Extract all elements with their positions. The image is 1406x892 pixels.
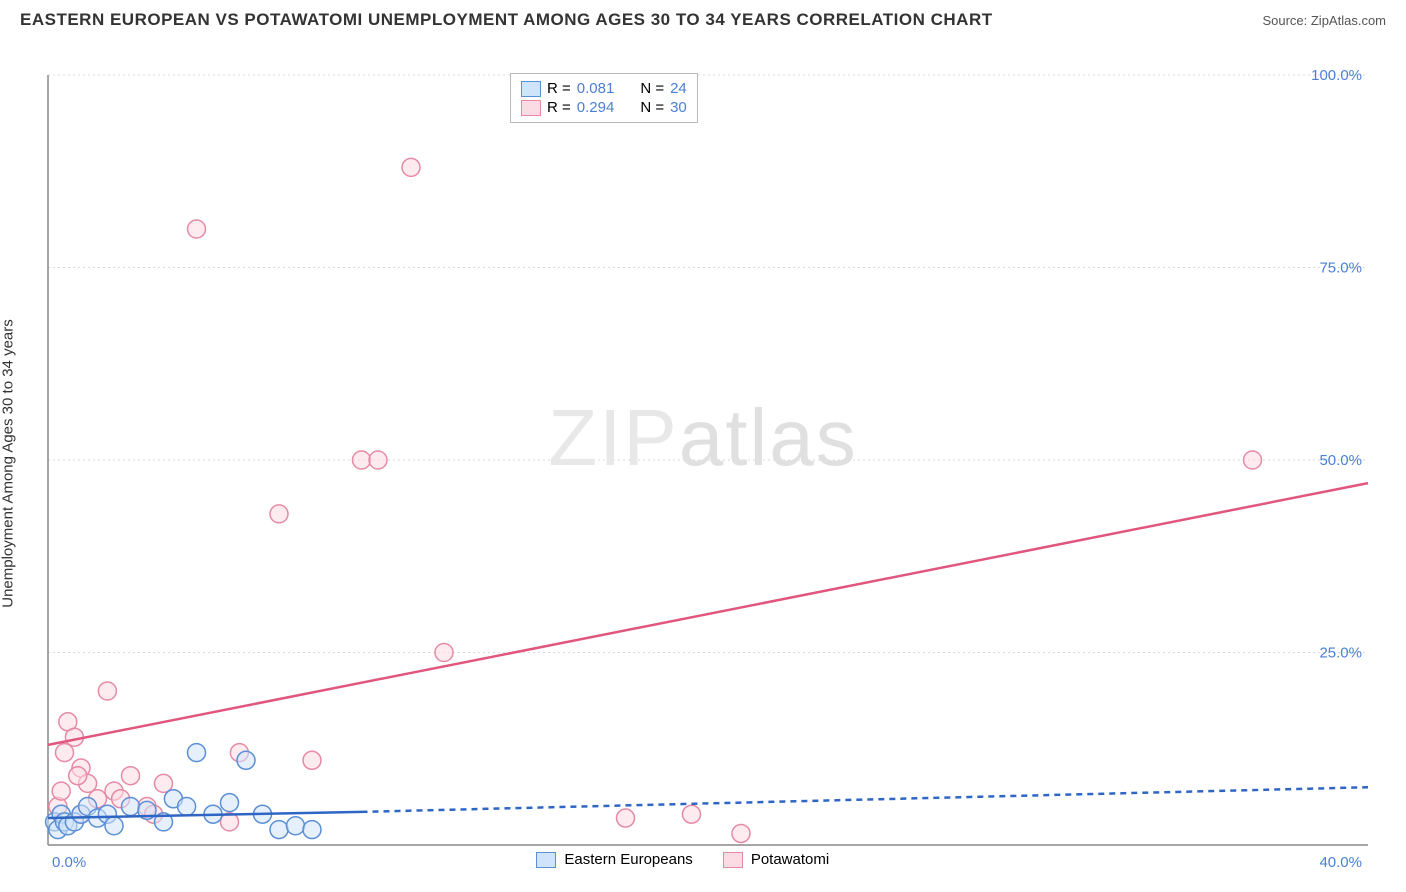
data-point <box>402 158 420 176</box>
data-point <box>287 817 305 835</box>
legend-n-label: N = <box>640 80 664 97</box>
source-label: Source: ZipAtlas.com <box>1262 13 1386 28</box>
data-point <box>435 644 453 662</box>
data-point <box>188 744 206 762</box>
data-point <box>52 782 70 800</box>
svg-text:50.0%: 50.0% <box>1319 452 1362 469</box>
legend-n-label: N = <box>640 99 664 116</box>
data-point <box>178 798 196 816</box>
legend-r-value: 0.081 <box>577 80 615 97</box>
data-point <box>732 824 750 842</box>
data-point <box>617 809 635 827</box>
svg-text:40.0%: 40.0% <box>1319 854 1362 871</box>
legend-n-value: 24 <box>670 80 687 97</box>
svg-text:75.0%: 75.0% <box>1319 260 1362 277</box>
scatter-plot: 25.0% 50.0% 75.0% 100.0% 0.0% 40.0% <box>0 30 1406 880</box>
legend-swatch <box>723 852 743 868</box>
data-point <box>122 767 140 785</box>
data-point <box>56 744 74 762</box>
data-point <box>69 767 87 785</box>
data-point <box>221 794 239 812</box>
chart-title: EASTERN EUROPEAN VS POTAWATOMI UNEMPLOYM… <box>20 10 993 30</box>
legend-series-label: Eastern Europeans <box>564 851 692 868</box>
legend-swatch <box>536 852 556 868</box>
legend-n-value: 30 <box>670 99 687 116</box>
legend-r-value: 0.294 <box>577 99 615 116</box>
data-point <box>683 805 701 823</box>
legend-r-label: R = <box>547 80 571 97</box>
data-point <box>303 751 321 769</box>
legend-series: Eastern Europeans Potawatomi <box>536 851 829 868</box>
data-point <box>303 821 321 839</box>
legend-correlation: R = 0.081 N = 24 R = 0.294 N = 30 <box>510 73 698 123</box>
data-point <box>369 451 387 469</box>
legend-swatch <box>521 100 541 116</box>
data-point <box>188 220 206 238</box>
data-point <box>270 821 288 839</box>
data-point <box>122 798 140 816</box>
svg-text:25.0%: 25.0% <box>1319 645 1362 662</box>
svg-text:0.0%: 0.0% <box>52 854 86 871</box>
y-axis-label: Unemployment Among Ages 30 to 34 years <box>0 319 17 608</box>
data-point <box>1244 451 1262 469</box>
data-point <box>98 682 116 700</box>
legend-series-label: Potawatomi <box>751 851 829 868</box>
data-point <box>155 774 173 792</box>
data-point <box>270 505 288 523</box>
legend-r-label: R = <box>547 99 571 116</box>
data-point <box>237 751 255 769</box>
svg-text:100.0%: 100.0% <box>1311 67 1362 84</box>
data-point <box>105 817 123 835</box>
legend-swatch <box>521 81 541 97</box>
chart-area: Unemployment Among Ages 30 to 34 years Z… <box>0 30 1406 880</box>
data-point <box>353 451 371 469</box>
